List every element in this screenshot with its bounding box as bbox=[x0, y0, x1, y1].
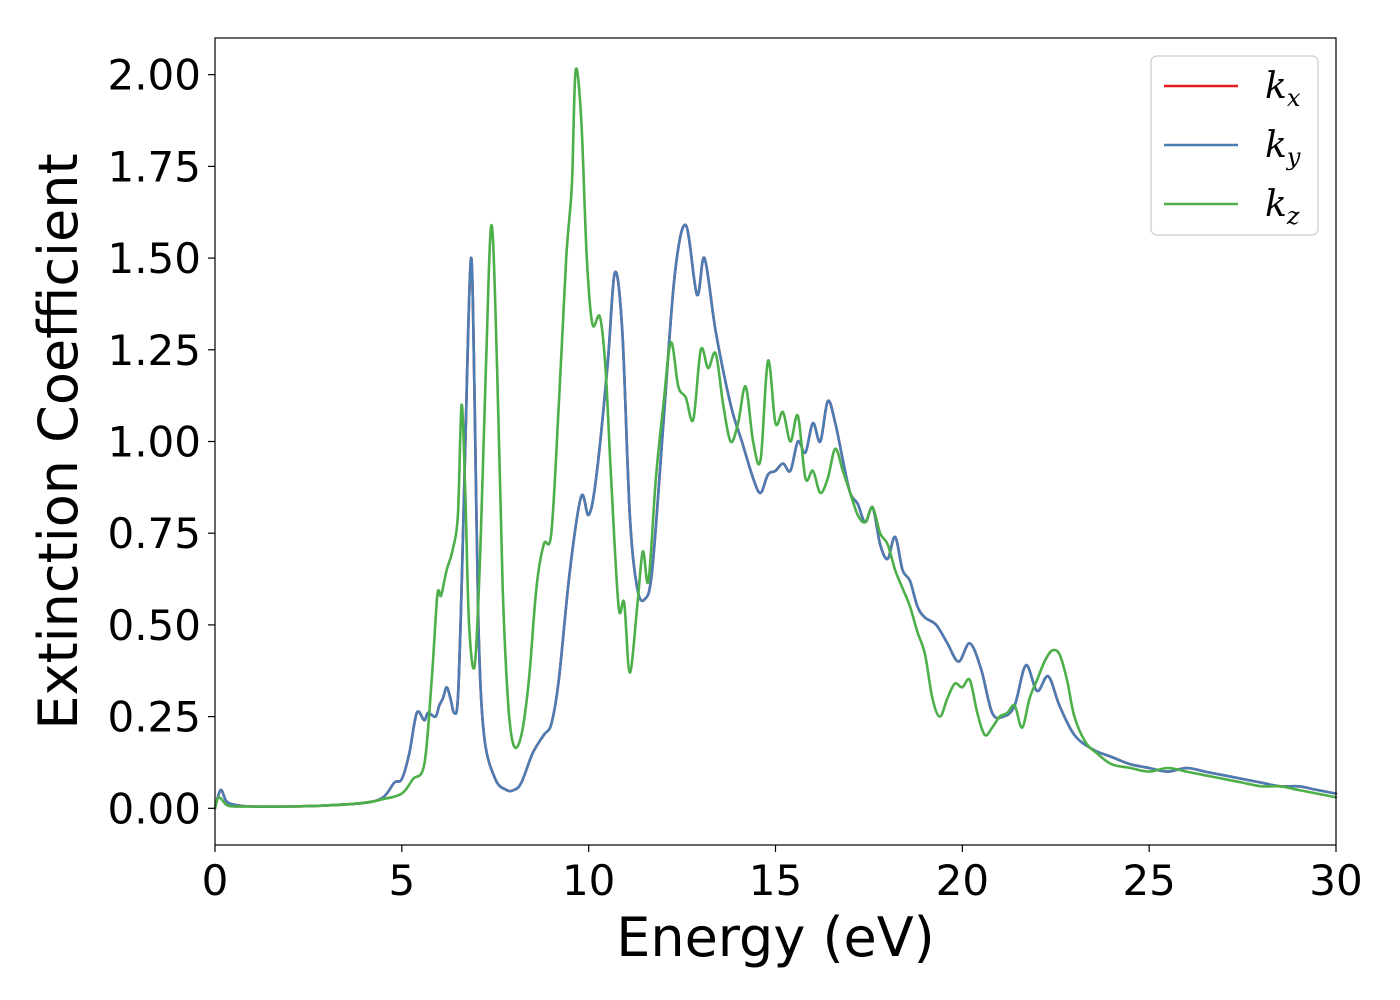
series-layer bbox=[213, 67, 1338, 810]
legend-label-z: kz bbox=[1265, 184, 1300, 230]
x-tick-label: 25 bbox=[1122, 856, 1175, 905]
y-tick-label: 0.25 bbox=[107, 693, 201, 742]
legend-label-y: ky bbox=[1265, 125, 1301, 171]
y-tick-label: 0.00 bbox=[107, 784, 201, 833]
y-axis-ticks: 0.00 0.25 0.50 0.75 1.00 1.25 1.50 1.75 2.00 bbox=[107, 51, 215, 833]
y-tick-label: 1.00 bbox=[107, 418, 201, 467]
y-tick-label: 2.00 bbox=[107, 51, 201, 100]
legend: kx ky kz bbox=[1150, 55, 1319, 236]
x-axis-ticks: 0 5 10 15 20 25 30 bbox=[202, 845, 1363, 905]
y-tick-label: 0.75 bbox=[107, 509, 201, 558]
x-tick-label: 0 bbox=[202, 856, 229, 905]
x-tick-label: 5 bbox=[388, 856, 415, 905]
x-tick-label: 30 bbox=[1309, 856, 1362, 905]
x-axis-title: Energy (eV) bbox=[616, 906, 935, 969]
y-tick-label: 1.25 bbox=[107, 326, 201, 375]
series-line-z bbox=[213, 67, 1338, 810]
series-line-y bbox=[213, 223, 1338, 810]
legend-label-x: kx bbox=[1265, 66, 1301, 112]
x-tick-label: 20 bbox=[936, 856, 989, 905]
y-tick-label: 1.50 bbox=[107, 234, 201, 283]
x-tick-label: 10 bbox=[562, 856, 615, 905]
plot-background bbox=[215, 38, 1336, 845]
x-tick-label: 15 bbox=[749, 856, 802, 905]
y-tick-label: 0.50 bbox=[107, 601, 201, 650]
y-axis-title: Extinction Coefficient bbox=[27, 153, 90, 729]
y-tick-label: 1.75 bbox=[107, 142, 201, 191]
